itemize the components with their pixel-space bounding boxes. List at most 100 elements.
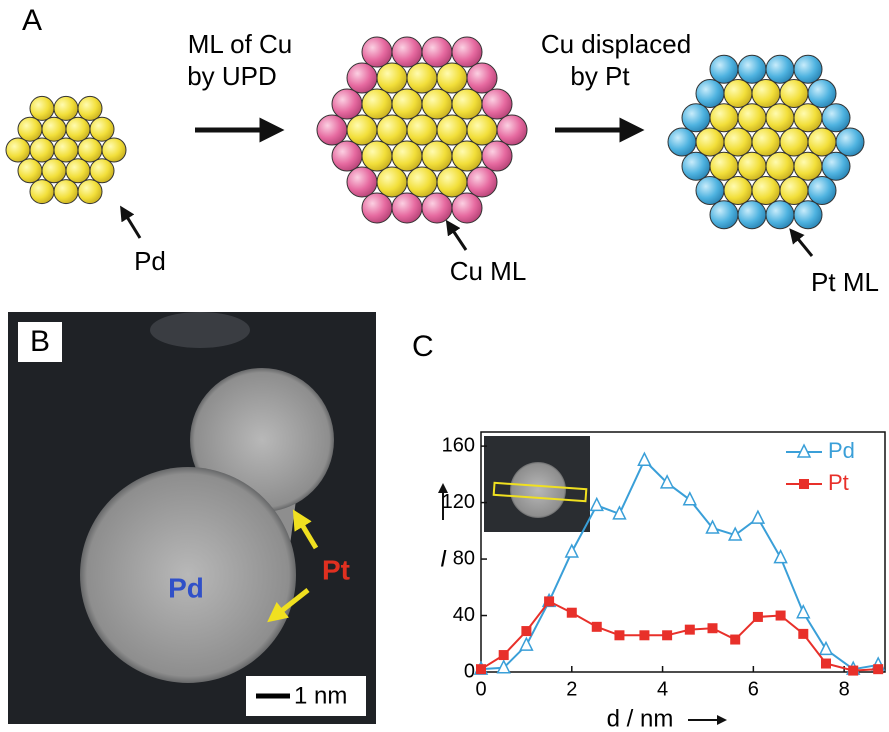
atom — [18, 159, 42, 183]
marker — [753, 612, 763, 622]
marker — [544, 596, 554, 606]
atom — [422, 141, 452, 171]
marker — [775, 551, 787, 563]
y-tick-label: 160 — [442, 434, 475, 456]
y-tick-label: 40 — [453, 604, 475, 626]
marker — [638, 453, 650, 465]
x-tick-label: 6 — [748, 678, 759, 700]
atom — [78, 96, 102, 120]
atom — [724, 80, 752, 108]
atom — [422, 89, 452, 119]
atom — [452, 89, 482, 119]
step-text: by Pt — [570, 61, 630, 91]
marker — [476, 664, 486, 674]
atom — [347, 167, 377, 197]
marker — [639, 630, 649, 640]
pointer — [450, 226, 466, 250]
panel-a: A ML of Cu by UPD Cu displaced by Pt Pd … — [6, 4, 879, 297]
atom — [377, 115, 407, 145]
blob — [150, 312, 250, 348]
atom — [497, 115, 527, 145]
atom — [808, 80, 836, 108]
atom — [407, 115, 437, 145]
atom — [332, 141, 362, 171]
panel-b: B Pd Pt 1 nm — [8, 312, 376, 724]
legend-marker — [799, 479, 809, 489]
atom — [407, 63, 437, 93]
atom — [710, 104, 738, 132]
x-axis-label: d / nm — [607, 705, 674, 732]
atom — [724, 128, 752, 156]
marker — [873, 664, 883, 674]
atom — [362, 141, 392, 171]
atom — [822, 152, 850, 180]
y-tick-label: 0 — [464, 660, 475, 682]
atom — [54, 138, 78, 162]
atom — [822, 104, 850, 132]
atom — [54, 96, 78, 120]
marker — [662, 630, 672, 640]
atom — [766, 152, 794, 180]
x-tick-label: 0 — [475, 678, 486, 700]
atom — [90, 159, 114, 183]
atom — [766, 104, 794, 132]
atom — [317, 115, 347, 145]
atom — [467, 167, 497, 197]
label: Pd — [134, 246, 166, 276]
atom — [482, 141, 512, 171]
atom — [752, 176, 780, 204]
marker — [848, 666, 858, 676]
label: Cu ML — [450, 256, 527, 286]
atom — [738, 201, 766, 229]
atom — [766, 201, 794, 229]
atom — [377, 63, 407, 93]
atom — [437, 63, 467, 93]
marker — [708, 623, 718, 633]
atom — [710, 152, 738, 180]
atom — [392, 37, 422, 67]
atom — [682, 152, 710, 180]
atom — [90, 117, 114, 141]
atom — [30, 180, 54, 204]
atom — [30, 96, 54, 120]
y-tick-label: 120 — [442, 491, 475, 513]
atom — [66, 117, 90, 141]
marker — [567, 608, 577, 618]
inset-particle — [510, 462, 566, 518]
atom — [422, 193, 452, 223]
atom — [407, 167, 437, 197]
atom — [780, 176, 808, 204]
atom — [42, 117, 66, 141]
marker — [776, 611, 786, 621]
figure: A ML of Cu by UPD Cu displaced by Pt Pd … — [0, 0, 889, 732]
atom — [347, 115, 377, 145]
atom — [710, 55, 738, 83]
atom — [738, 152, 766, 180]
atom — [780, 80, 808, 108]
atom — [794, 152, 822, 180]
atom — [18, 117, 42, 141]
atom — [452, 37, 482, 67]
step-text: Cu displaced — [541, 29, 691, 59]
atom — [696, 128, 724, 156]
atom — [42, 159, 66, 183]
atom — [437, 115, 467, 145]
atom — [392, 89, 422, 119]
atom — [347, 63, 377, 93]
atom — [766, 55, 794, 83]
label: Pt ML — [811, 267, 879, 297]
atom — [54, 180, 78, 204]
marker — [591, 498, 603, 510]
atom — [377, 167, 407, 197]
shell-label: Pt — [322, 554, 350, 585]
atom — [794, 201, 822, 229]
atom — [794, 55, 822, 83]
panel-label: A — [22, 4, 42, 37]
atom — [332, 89, 362, 119]
panel-label: B — [30, 325, 50, 358]
y-axis-label: I — [440, 545, 447, 572]
atom — [467, 63, 497, 93]
marker — [797, 606, 809, 618]
marker — [821, 659, 831, 669]
pointer — [794, 234, 812, 256]
